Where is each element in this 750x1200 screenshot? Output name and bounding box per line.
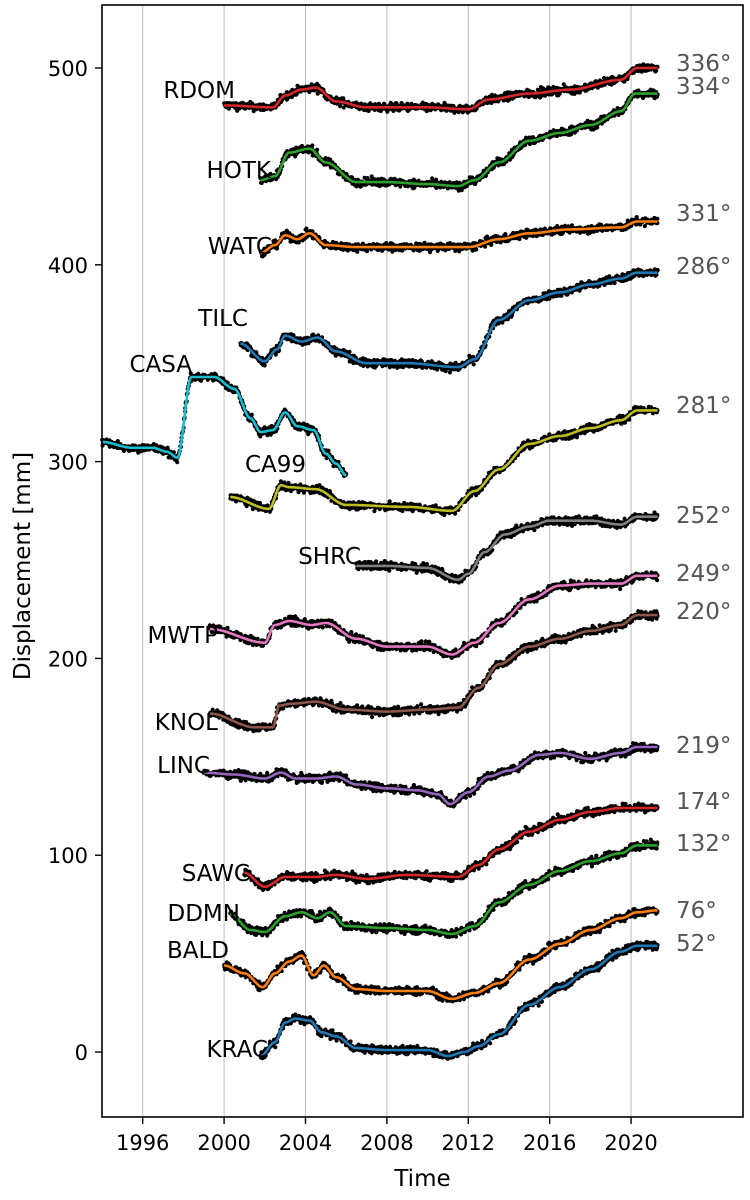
y-tick-label: 400 [48, 254, 88, 278]
observations-bald [222, 906, 660, 1004]
station-label-bald: BALD [167, 938, 229, 964]
azimuth-label-krac: 52° [676, 931, 717, 957]
azimuth-label-watc: 331° [676, 201, 731, 227]
azimuth-label-linc: 219° [676, 733, 731, 759]
x-tick-label: 2008 [360, 1131, 413, 1155]
series-line-bald [223, 909, 659, 1001]
azimuth-label-ddmn: 132° [676, 831, 731, 857]
azimuth-label-tilc: 286° [676, 254, 731, 280]
station-label-krac: KRAC [206, 1037, 268, 1063]
y-tick-label: 500 [48, 57, 88, 81]
x-axis-ticks: 1996 2000 2004 2008 2012 2016 2020 [116, 1117, 658, 1155]
y-tick-label: 200 [48, 647, 88, 671]
azimuth-label-hotk: 334° [676, 74, 731, 100]
azimuth-label-knol: 220° [676, 599, 731, 625]
x-tick-label: 2012 [442, 1131, 495, 1155]
series-lines [101, 66, 659, 1058]
series-line-mwtp [209, 574, 659, 656]
series-line-linc [203, 745, 659, 806]
series-line-sawc [243, 806, 659, 888]
station-label-shrc: SHRC [298, 544, 361, 570]
azimuth-label-bald: 76° [676, 898, 717, 924]
series-line-shrc [355, 515, 659, 581]
station-label-linc: LINC [157, 753, 210, 779]
observations-rdom [222, 62, 660, 115]
observations-watc [258, 215, 660, 259]
azimuth-label-sawc: 174° [676, 789, 731, 815]
x-tick-label: 2016 [523, 1131, 576, 1155]
series-line-knol [209, 613, 659, 729]
observations-mwtp [207, 570, 660, 660]
station-label-rdom: RDOM [163, 78, 235, 104]
series-line-ca99 [229, 409, 659, 513]
station-label-knol: KNOL [155, 710, 218, 736]
y-tick-label: 0 [75, 1041, 88, 1065]
station-label-hotk: HOTK [206, 158, 271, 184]
azimuth-label-rdom: 336° [676, 51, 731, 77]
azimuth-label-shrc: 252° [676, 503, 731, 529]
series-line-watc [260, 220, 659, 255]
x-tick-label: 2004 [279, 1131, 332, 1155]
series-line-ddmn [229, 844, 659, 936]
station-label-ca99: CA99 [245, 452, 306, 478]
station-label-sawc: SAWC [182, 861, 250, 887]
station-label-mwtp: MWTP [147, 623, 218, 649]
y-axis-ticks: 0 100 200 300 400 500 [48, 57, 102, 1065]
series-line-hotk [260, 92, 659, 188]
station-label-casa: CASA [129, 352, 192, 378]
series-line-rdom [223, 66, 659, 111]
y-axis-label: Displacement [mm] [10, 452, 36, 680]
observations-ddmn [228, 837, 660, 939]
y-tick-label: 100 [48, 844, 88, 868]
series-line-casa [101, 375, 347, 477]
series-labels: RDOM 336° HOTK 334° WATC 331° TILC 286° CASA CA99… [129, 51, 731, 1063]
x-axis-label: Time [393, 1166, 450, 1192]
x-tick-label: 1996 [116, 1131, 169, 1155]
x-tick-label: 2020 [604, 1131, 657, 1155]
plot-frame [101, 4, 744, 1118]
series-line-tilc [239, 271, 659, 369]
station-label-watc: WATC [208, 234, 272, 260]
x-tick-label: 2000 [197, 1131, 250, 1155]
station-label-ddmn: DDMN [168, 901, 240, 927]
y-tick-label: 300 [48, 451, 88, 475]
azimuth-label-ca99: 281° [676, 393, 731, 419]
series-line-krac [260, 944, 659, 1058]
grid-lines [142, 5, 632, 1117]
station-label-tilc: TILC [197, 306, 248, 332]
azimuth-label-mwtp: 249° [676, 561, 731, 587]
